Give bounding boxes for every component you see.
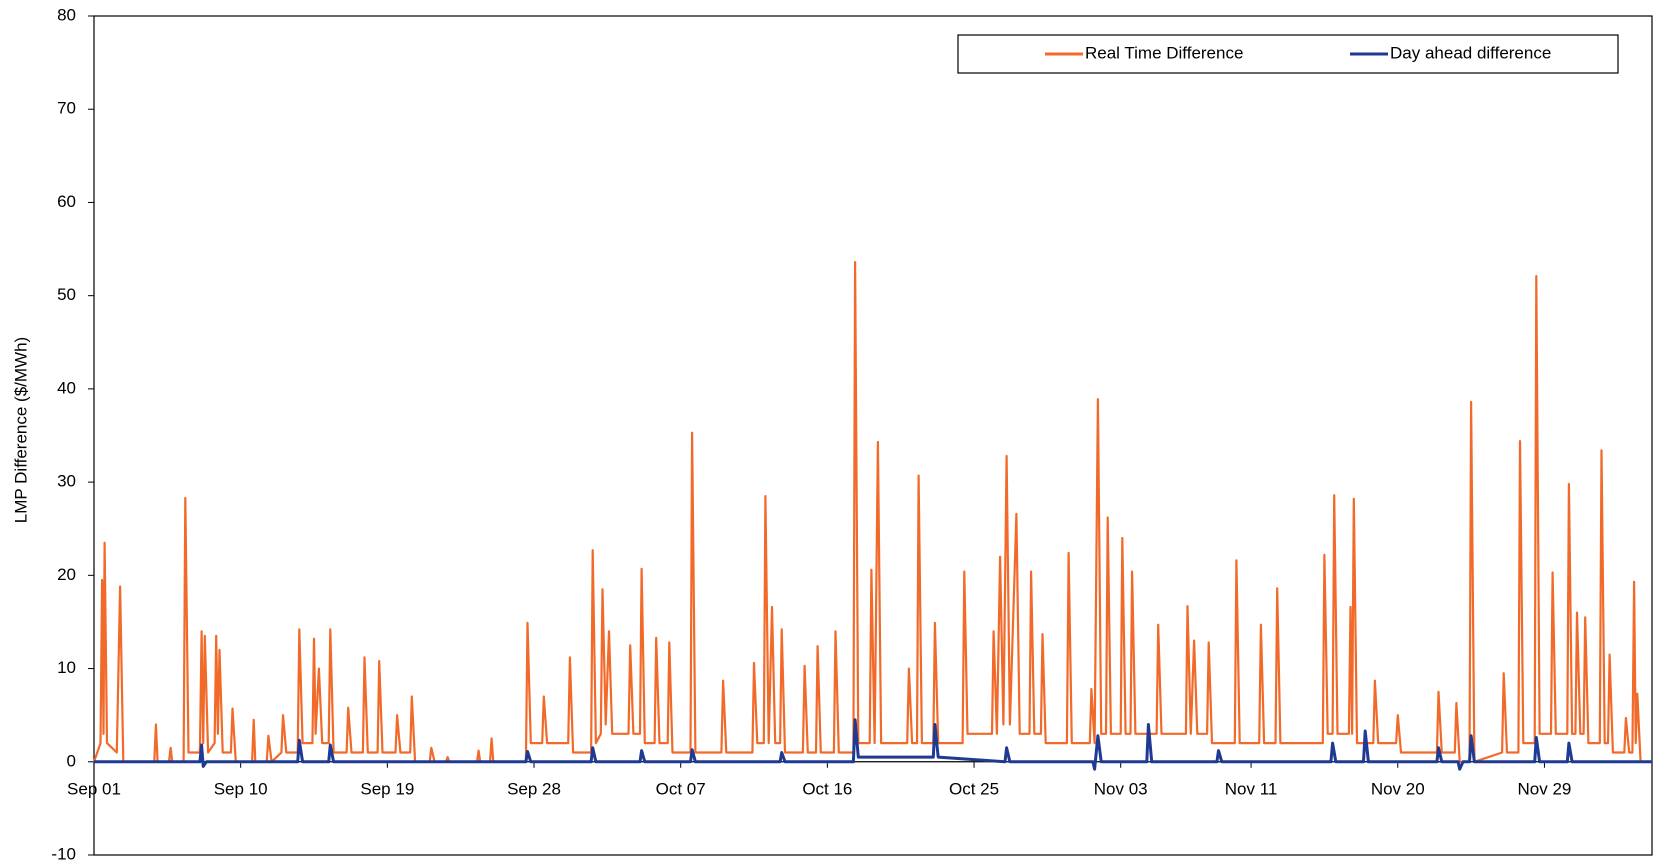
legend-label: Real Time Difference — [1085, 43, 1243, 62]
x-tick-label: Nov 29 — [1518, 779, 1572, 798]
y-tick-label: 80 — [57, 5, 76, 24]
x-tick-label: Nov 03 — [1094, 779, 1148, 798]
y-tick-label: 30 — [57, 472, 76, 491]
x-tick-label: Nov 11 — [1225, 779, 1278, 798]
plot-frame — [93, 15, 1653, 856]
x-tick-label: Sep 28 — [507, 779, 561, 798]
y-tick-label: 20 — [57, 565, 76, 584]
y-tick-label: 0 — [67, 751, 76, 770]
x-tick-label: Sep 10 — [214, 779, 268, 798]
y-axis-label: LMP Difference ($/MWh) — [11, 337, 30, 523]
x-tick-label: Oct 25 — [949, 779, 999, 798]
series-line — [94, 718, 1652, 771]
legend-label: Day ahead difference — [1390, 43, 1551, 62]
x-tick-label: Sep 01 — [67, 779, 121, 798]
x-tick-label: Sep 19 — [360, 779, 414, 798]
x-tick-label: Oct 07 — [656, 779, 706, 798]
x-tick-label: Nov 20 — [1371, 779, 1425, 798]
y-tick-label: 60 — [57, 192, 76, 211]
y-tick-label: 50 — [57, 285, 76, 304]
y-tick-label: 70 — [57, 99, 76, 118]
x-tick-label: Oct 16 — [802, 779, 852, 798]
series-line — [92, 261, 1652, 763]
y-tick-label: 10 — [57, 658, 76, 677]
y-tick-label: 40 — [57, 378, 76, 397]
y-tick-label: -10 — [51, 844, 76, 863]
